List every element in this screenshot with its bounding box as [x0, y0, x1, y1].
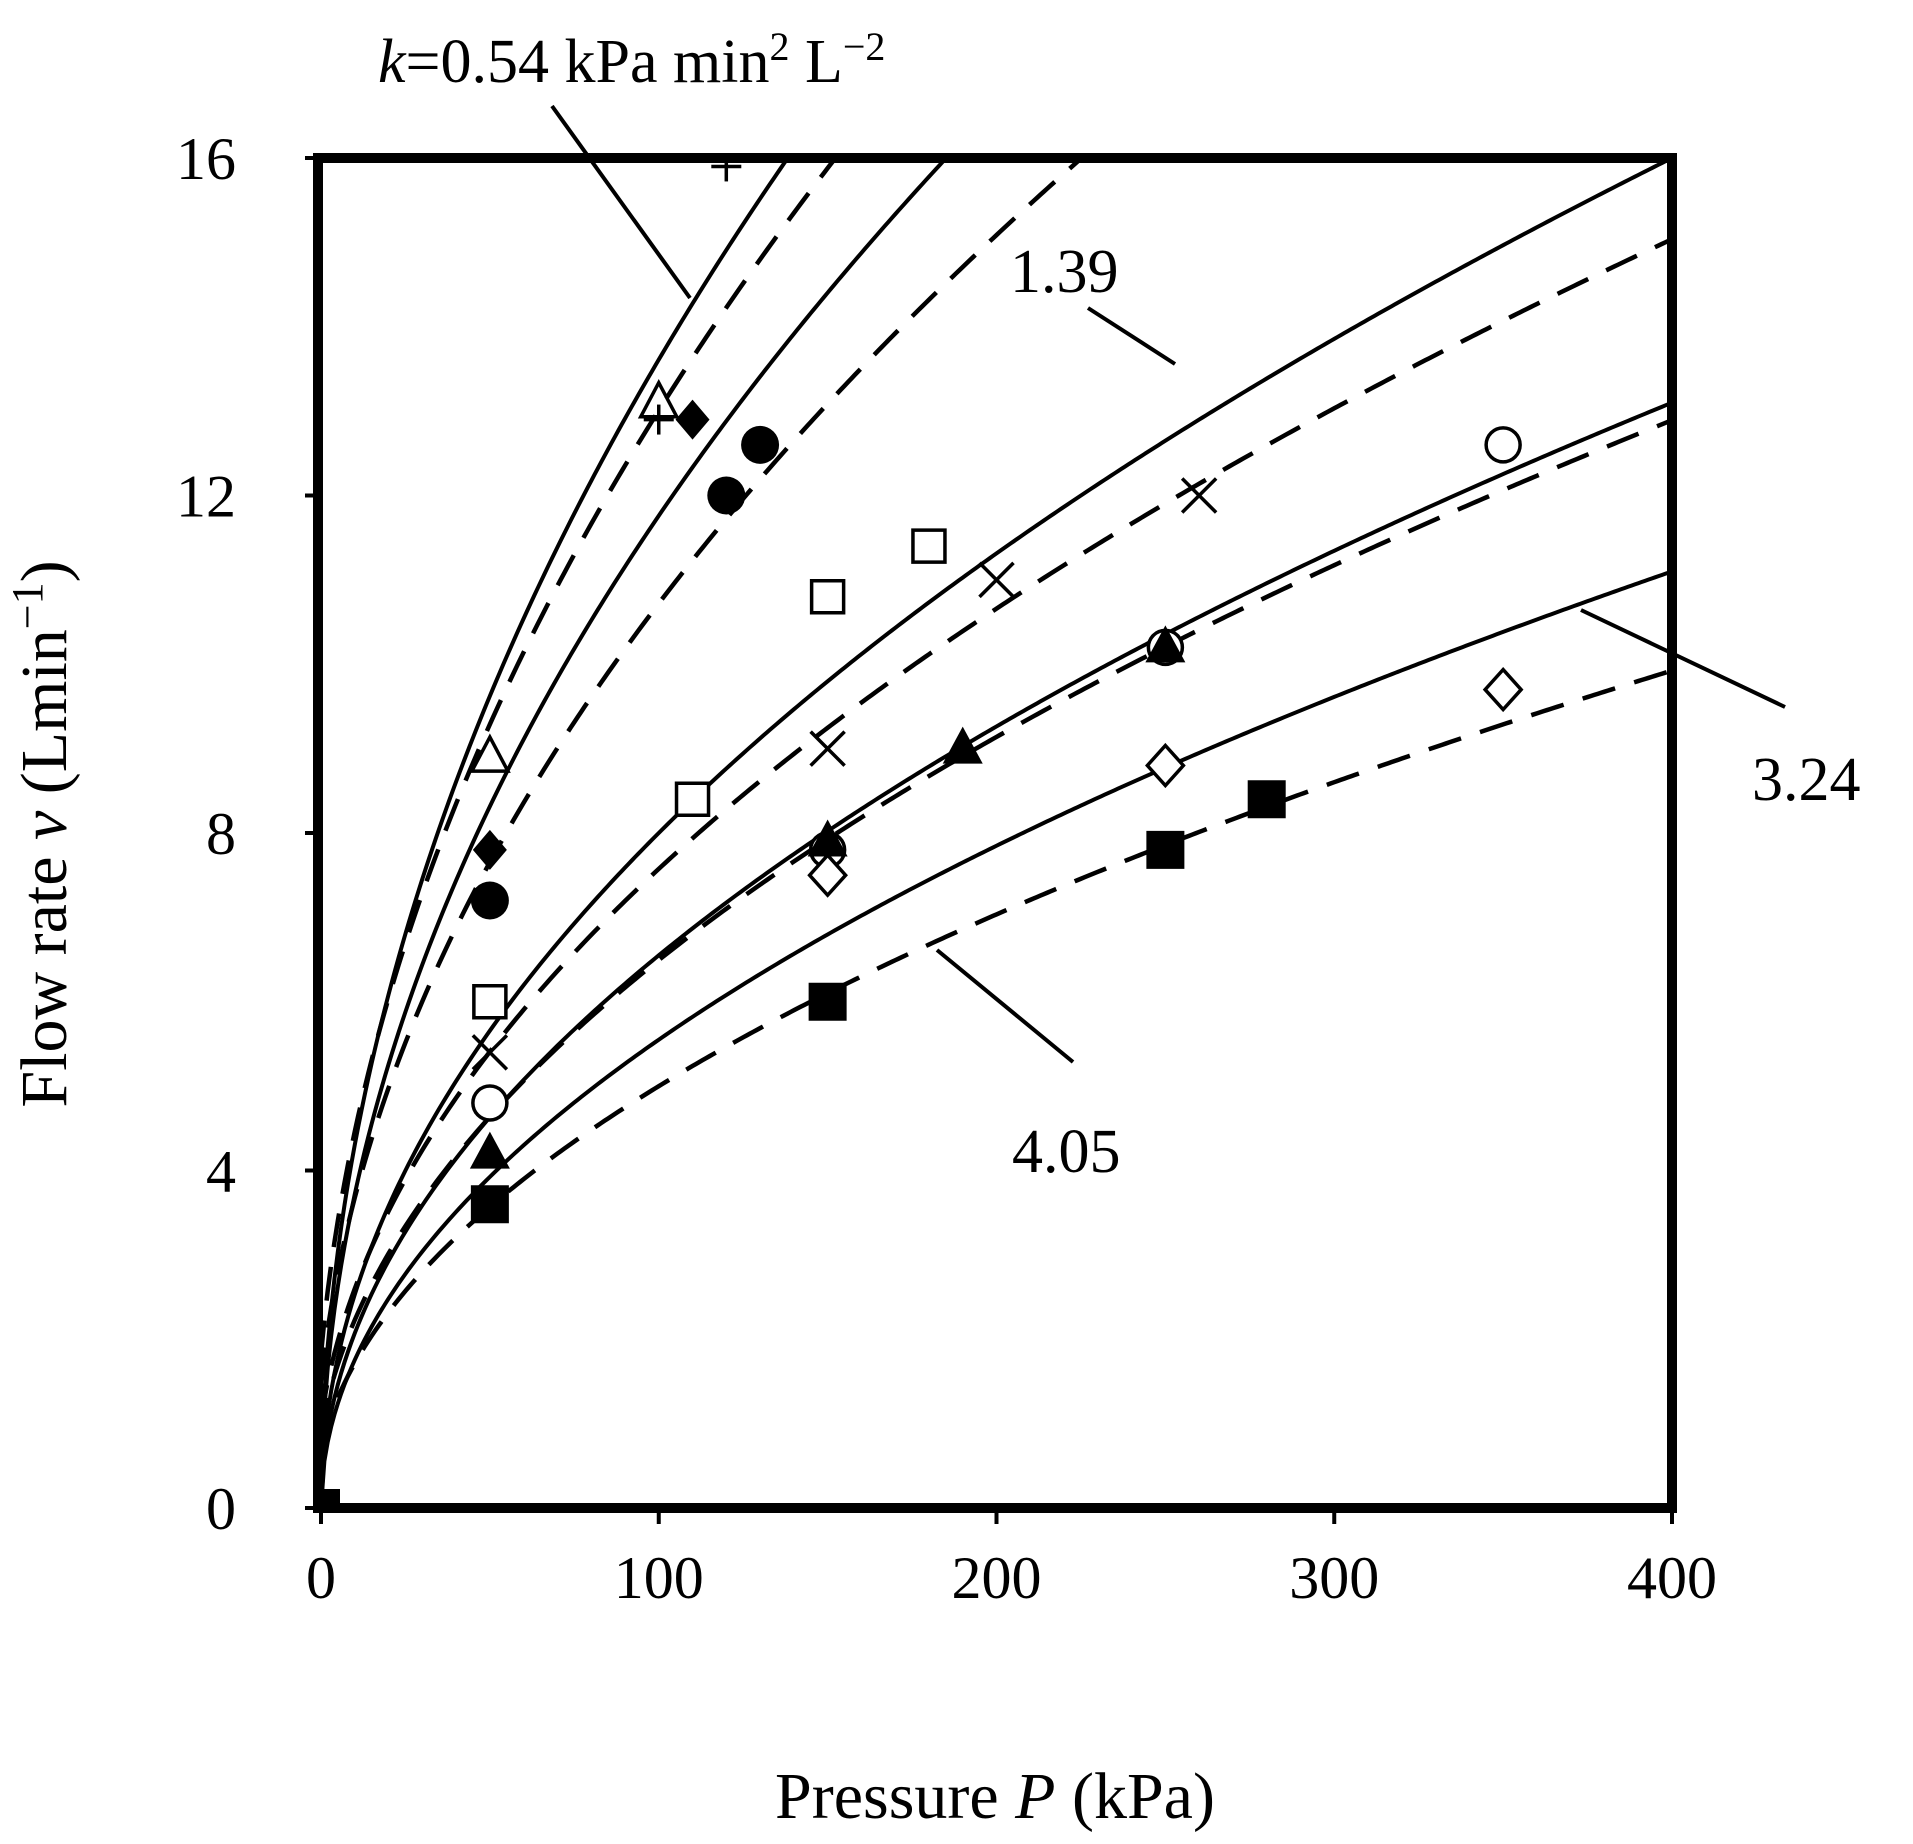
marker-plus-0: [643, 404, 674, 435]
annotation-k-symbol: k: [378, 28, 407, 96]
y-axis-title-close: ): [8, 560, 81, 582]
x-axis-title-unit: (kPa): [1055, 1760, 1214, 1833]
axis-ticks: 0 100 200 300 400 0 4 8 12 16: [176, 126, 1717, 1611]
leader-line-k054: [550, 104, 692, 300]
y-tick-label-1: 4: [206, 1139, 236, 1205]
marker-open-square-3: [911, 528, 947, 564]
marker-filled-square-4: [1247, 780, 1286, 819]
y-axis-title-unit: (Lmin: [8, 629, 81, 810]
y-axis-title-text: Flow rate: [8, 840, 81, 1108]
annotation-k-mid: L: [789, 28, 842, 96]
marker-filled-diamond-0: [472, 829, 507, 870]
marker-filled-triangle-0: [469, 1131, 510, 1169]
marker-open-diamond-2: [1482, 666, 1524, 713]
x-tick-label-2: 200: [952, 1545, 1042, 1611]
curve-model-4-dashed: [318, 418, 1672, 1432]
y-axis-title-exp: −1: [3, 582, 52, 629]
marker-filled-triangle-1: [807, 819, 848, 857]
x-axis-title: Pressure P (kPa): [775, 1760, 1215, 1833]
y-tick-label-4: 16: [176, 126, 236, 192]
marker-filled-circle-0: [470, 881, 509, 920]
x-tick-label-0: 0: [306, 1545, 336, 1611]
y-tick-label-2: 8: [206, 801, 236, 867]
annotation-139: 1.39: [1010, 238, 1119, 306]
marker-filled-triangle-3: [1145, 625, 1186, 663]
annotation-k-value: =0.54 kPa min: [406, 28, 770, 96]
x-axis-title-text: Pressure: [775, 1760, 1015, 1833]
annotation-k-exp1: 2: [769, 24, 789, 69]
marker-cross-1: [809, 730, 846, 767]
marker-cross-3: [1180, 477, 1218, 514]
leader-line-405: [935, 948, 1075, 1064]
marker-open-square-2: [809, 579, 846, 615]
annotation-k-054: k=0.54 kPa min2 L−2: [378, 24, 885, 97]
leader-line-324: [1580, 608, 1786, 709]
annotation-324: 3.24: [1752, 746, 1861, 814]
marker-open-circle-3: [1484, 426, 1522, 464]
marker-open-triangle-1: [637, 378, 680, 419]
marker-filled-square-3: [1146, 830, 1185, 869]
leader-line-139: [1086, 306, 1177, 366]
y-tick-label-3: 12: [176, 464, 236, 530]
marker-open-square-0: [472, 984, 508, 1020]
curve-model-1-dashed: [318, 158, 839, 1355]
x-tick-label-3: 300: [1289, 1545, 1379, 1611]
curve-model-1-solid: [319, 158, 791, 1508]
curve-model-5-solid: [319, 569, 1672, 1508]
curve-model-3-dashed: [318, 237, 1672, 1419]
y-axis-title: Flow rate v (Lmin−1): [3, 560, 82, 1107]
marker-filled-triangle-2: [942, 726, 983, 764]
marker-filled-circle-2: [741, 425, 780, 464]
marker-plus-1: [711, 158, 742, 182]
marker-cross-2: [978, 561, 1015, 599]
data-markers: [318, 158, 1524, 1508]
x-tick-label-4: 400: [1627, 1545, 1717, 1611]
marker-open-diamond-0: [807, 852, 848, 898]
model-curves: [318, 158, 1672, 1508]
marker-open-triangle-0: [468, 733, 511, 773]
marker-open-square-1: [674, 781, 711, 817]
marker-open-circle-0: [471, 1084, 509, 1122]
y-tick-label-0: 0: [206, 1476, 236, 1542]
annotation-405: 4.05: [1012, 1118, 1121, 1186]
x-tick-label-1: 100: [614, 1545, 704, 1611]
curve-model-4-solid: [319, 400, 1672, 1508]
marker-filled-diamond-1: [675, 399, 710, 440]
marker-filled-circle-1: [707, 476, 746, 515]
marker-cross-0: [471, 1034, 509, 1071]
plot-frame: [313, 153, 1677, 1513]
curve-model-2-dashed: [318, 158, 1086, 1382]
x-axis-title-var: P: [1014, 1760, 1055, 1833]
marker-filled-square-2: [808, 982, 847, 1021]
curve-model-5-dashed: [318, 668, 1672, 1450]
curve-model-3-solid: [319, 158, 1672, 1508]
marker-filled-square-1: [470, 1185, 509, 1224]
curve-model-2-solid: [319, 158, 949, 1508]
marker-open-diamond-1: [1145, 742, 1186, 789]
y-axis-title-var: v: [8, 810, 81, 840]
annotation-k-exp2: −2: [843, 24, 886, 69]
